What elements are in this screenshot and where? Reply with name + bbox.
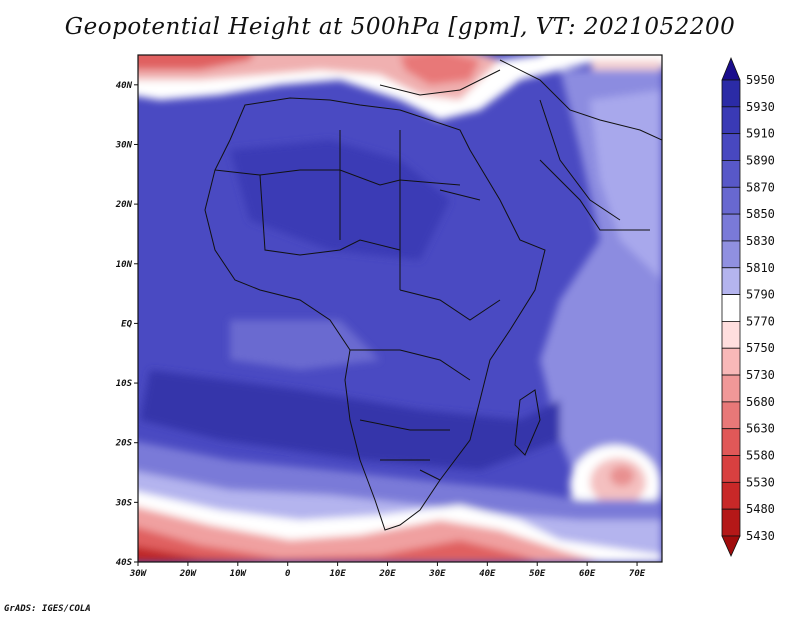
colorbar-box <box>721 267 741 295</box>
colorbar-box <box>721 374 741 403</box>
lat-tick-label: 20N <box>115 200 133 210</box>
colorbar-label: 5770 <box>746 314 775 328</box>
colorbar-box <box>721 160 741 188</box>
colorbar-box <box>721 428 741 456</box>
lat-tick-label: EQ <box>121 319 132 329</box>
colorbar-label: 5910 <box>746 127 775 141</box>
colorbar-box <box>721 133 741 161</box>
colorbar-box <box>721 294 741 322</box>
lon-tick-label: 50E <box>529 569 546 579</box>
colorbar-label: 5480 <box>746 502 775 516</box>
colorbar-label: 5850 <box>746 207 775 221</box>
colorbar-label: 5870 <box>746 180 775 194</box>
lon-tick-label: 0 <box>285 569 291 579</box>
colorbar-box <box>721 213 741 242</box>
colorbar-box <box>721 481 741 510</box>
lat-tick-label: 40S <box>116 558 133 568</box>
colorbar: 5950 5930 5910 5890 5870 5850 5830 5810 5790 5770… <box>721 56 775 557</box>
coastlines <box>204 59 662 531</box>
colorbar-top-triangle <box>721 56 741 81</box>
colorbar-bottom-triangle <box>721 535 741 557</box>
colorbar-label: 5680 <box>746 395 775 409</box>
colorbar-box <box>721 186 741 215</box>
colorbar-box <box>721 401 741 430</box>
lat-tick-label: 30N <box>115 140 133 150</box>
lat-tick-label: 10N <box>116 260 133 270</box>
colorbar-label: 5730 <box>746 368 775 382</box>
colorbar-label: 5930 <box>746 100 775 114</box>
lon-tick-label: 40E <box>479 569 496 579</box>
map-frame <box>137 54 663 563</box>
colorbar-label: 5890 <box>746 153 775 167</box>
lon-tick-label: 20W <box>179 569 198 579</box>
colorbar-label: 5950 <box>746 73 775 87</box>
colorbar-box <box>721 455 741 483</box>
lon-tick-label: 10E <box>329 569 346 579</box>
colorbar-label: 5630 <box>746 422 775 436</box>
colorbar-box <box>721 321 741 349</box>
lon-tick-label: 70E <box>629 569 646 579</box>
map-title: Geopotential Height at 500hPa [gpm], VT:… <box>64 14 736 40</box>
colorbar-box <box>721 106 741 135</box>
grads-credit: GrADS: IGES/COLA <box>4 604 91 614</box>
lat-tick-label: 40N <box>116 81 133 91</box>
lat-tick-label: 20S <box>115 439 133 449</box>
lat-tick-label: 30S <box>115 498 133 508</box>
lon-tick-label: 10W <box>230 569 248 579</box>
colorbar-box <box>721 240 741 269</box>
colorbar-box <box>721 79 741 108</box>
colorbar-box <box>721 347 741 376</box>
lon-tick-label: 60E <box>579 569 596 579</box>
latitude-ticks: 40N 30N 20N 10N EQ 10S 20S 30S 40S <box>115 81 138 568</box>
colorbar-label: 5580 <box>746 449 775 463</box>
colorbar-label: 5790 <box>746 288 775 302</box>
colorbar-label: 5810 <box>746 261 775 275</box>
colorbar-label: 5750 <box>746 341 775 355</box>
colorbar-box <box>721 508 741 537</box>
geopotential-field <box>138 55 662 562</box>
lon-tick-label: 20E <box>378 569 396 579</box>
longitude-ticks: 30W 20W 10W 0 10E 20E 30E 40E 50E 60E 70E <box>129 562 646 579</box>
lon-tick-label: 30E <box>428 569 446 579</box>
lon-tick-label: 30W <box>129 569 148 579</box>
lat-tick-label: 10S <box>116 379 133 389</box>
colorbar-label: 5830 <box>746 234 775 248</box>
colorbar-label: 5430 <box>746 529 775 543</box>
colorbar-label: 5530 <box>746 475 775 489</box>
